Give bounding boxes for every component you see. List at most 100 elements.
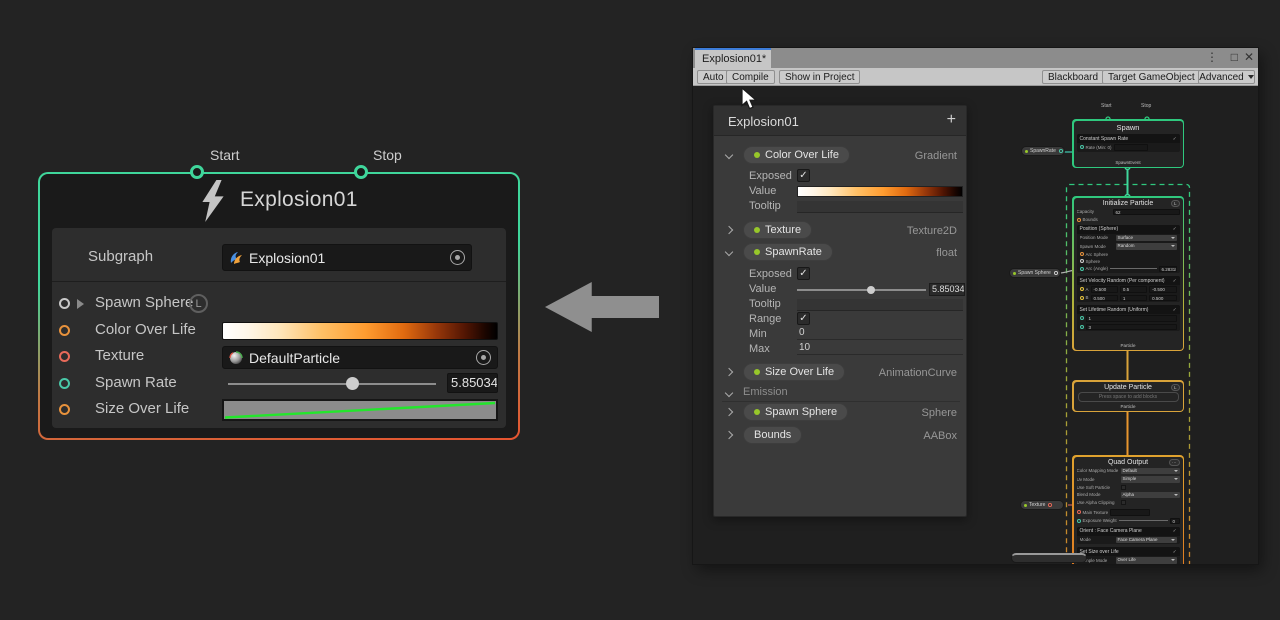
stop-flow-port[interactable]: [354, 165, 368, 179]
update-particle-node[interactable]: Update Particle L Press space to add blo…: [1072, 380, 1184, 412]
output-settings-icon[interactable]: ⋯: [1169, 458, 1180, 466]
pill-output-port[interactable]: [1053, 271, 1058, 275]
color-over-life-port[interactable]: [59, 325, 70, 336]
lifetime-a-port[interactable]: [1079, 316, 1084, 321]
set-velocity-random-block[interactable]: Set Velocity Random (Per component) ✓ A -…: [1076, 276, 1180, 302]
vel-b-x[interactable]: 0.500: [1090, 294, 1118, 301]
check-icon[interactable]: ✓: [1172, 528, 1177, 533]
spawn-context-node[interactable]: Spawn Constant Spawn Rate ✓ Rate (Min: 0)…: [1072, 119, 1184, 168]
size-over-life-port[interactable]: [59, 404, 70, 415]
gradient-field[interactable]: [222, 322, 498, 340]
arc-value-field[interactable]: 6.28318: [1158, 265, 1177, 272]
chevron-right-icon[interactable]: [724, 225, 734, 235]
soft-particle-checkbox[interactable]: [1120, 484, 1126, 490]
tab-explosion01[interactable]: Explosion01*: [695, 48, 771, 68]
auto-button[interactable]: Auto: [697, 70, 730, 84]
chevron-right-icon[interactable]: [724, 367, 734, 377]
particle-output[interactable]: Particle: [1120, 403, 1136, 409]
chevron-down-icon[interactable]: [724, 388, 734, 398]
target-gameobject-button[interactable]: Target GameObject: [1102, 70, 1201, 84]
quad-output-node[interactable]: Quad Output ⋯ Color Mapping Mode Default …: [1072, 455, 1184, 564]
arc-slider-track[interactable]: [1110, 268, 1157, 270]
vel-b-y[interactable]: 1: [1119, 294, 1148, 301]
window-menu-icon[interactable]: ⋮: [1206, 50, 1218, 64]
vel-a-y[interactable]: 0.5: [1119, 286, 1148, 293]
show-in-project-button[interactable]: Show in Project: [779, 70, 861, 84]
check-icon[interactable]: ✓: [1172, 548, 1177, 554]
chevron-down-icon[interactable]: [724, 150, 734, 160]
window-maximize-icon[interactable]: □: [1230, 50, 1238, 64]
expander-triangle-icon[interactable]: [77, 299, 84, 309]
cut-off-parameter-node[interactable]: [1011, 553, 1087, 563]
chevron-down-icon[interactable]: [724, 247, 734, 257]
gradient-value-field[interactable]: [797, 186, 963, 197]
add-parameter-button[interactable]: +: [946, 111, 956, 128]
initialize-particle-node[interactable]: Initialize Particle L Capacity 62 Bounds…: [1072, 196, 1184, 351]
local-space-badge[interactable]: L: [189, 294, 208, 313]
check-icon[interactable]: ✓: [1172, 306, 1177, 312]
start-flow-port[interactable]: [190, 165, 204, 179]
spawn-sphere-port[interactable]: [59, 298, 70, 309]
advanced-dropdown-button[interactable]: Advanced: [1198, 70, 1255, 84]
texture-parameter-node[interactable]: Texture: [1020, 500, 1064, 510]
param-pill-spawnrate[interactable]: SpawnRate: [743, 243, 833, 261]
spawn-mode-dropdown[interactable]: Random: [1115, 243, 1177, 250]
check-icon[interactable]: ✓: [1172, 135, 1177, 141]
set-lifetime-random-block[interactable]: Set Lifetime Random (Uniform) ✓ 1 3: [1076, 305, 1180, 331]
texture-port[interactable]: [59, 351, 70, 362]
window-close-icon[interactable]: ✕: [1243, 50, 1254, 64]
chevron-right-icon[interactable]: [724, 407, 734, 417]
particle-output[interactable]: Particle: [1120, 342, 1136, 348]
chevron-right-icon[interactable]: [724, 430, 734, 440]
pill-output-port[interactable]: [1048, 503, 1053, 507]
exposure-weight-port[interactable]: [1076, 518, 1081, 523]
check-icon[interactable]: ✓: [1172, 277, 1177, 283]
constant-spawn-rate-block[interactable]: Constant Spawn Rate ✓ Rate (Min: 0): [1076, 134, 1180, 152]
space-badge[interactable]: L: [1170, 199, 1180, 207]
range-checkbox[interactable]: [797, 312, 810, 325]
vel-a-z[interactable]: -0.500: [1149, 286, 1177, 293]
value-number-field[interactable]: 5.85034: [929, 283, 965, 296]
orient-block[interactable]: Orient : Face Camera Plane ✓ Mode Face Cam…: [1076, 526, 1180, 544]
space-badge[interactable]: L: [1170, 383, 1180, 391]
velocity-b-port[interactable]: [1079, 295, 1084, 300]
main-texture-port[interactable]: [1076, 510, 1081, 515]
category-emission[interactable]: Emission: [743, 386, 788, 398]
lifetime-b-port[interactable]: [1079, 324, 1084, 329]
rate-field[interactable]: [1113, 144, 1148, 151]
min-field[interactable]: 0: [797, 327, 963, 340]
param-pill-color-over-life[interactable]: Color Over Life: [743, 146, 850, 164]
blackboard-header[interactable]: Explosion01 +: [714, 106, 966, 136]
graph-canvas[interactable]: Start Stop Spawn Constant Spawn Rate ✓ Ra…: [693, 86, 1258, 564]
bounds-port[interactable]: [1076, 217, 1081, 222]
pill-output-port[interactable]: [1058, 149, 1063, 153]
add-blocks-placeholder[interactable]: Press space to add blocks: [1077, 391, 1179, 402]
spawn-sphere-parameter-node[interactable]: Spawn Sphere: [1009, 268, 1061, 278]
spawn-event-output[interactable]: SpawnEvent: [1115, 159, 1141, 165]
value-slider-track[interactable]: [797, 289, 926, 291]
vel-b-z[interactable]: 0.500: [1149, 294, 1177, 301]
max-field[interactable]: 10: [797, 342, 963, 355]
main-texture-field[interactable]: [1110, 509, 1151, 516]
sample-mode-dropdown[interactable]: Over Life: [1115, 557, 1177, 564]
param-pill-spawn-sphere[interactable]: Spawn Sphere: [743, 403, 849, 421]
blend-mode-dropdown[interactable]: Alpha: [1120, 491, 1180, 498]
texture-object-field[interactable]: DefaultParticle: [222, 346, 498, 369]
position-mode-dropdown[interactable]: Surface: [1115, 234, 1177, 241]
param-pill-size-over-life[interactable]: Size Over Life: [743, 363, 846, 381]
exposure-slider-track[interactable]: [1118, 520, 1168, 522]
velocity-a-port[interactable]: [1079, 287, 1084, 292]
spawn-rate-value-field[interactable]: 5.85034: [447, 373, 498, 393]
uv-mode-dropdown[interactable]: Simple: [1120, 476, 1180, 483]
rate-port[interactable]: [1079, 145, 1084, 150]
color-mapping-dropdown[interactable]: Default: [1120, 467, 1180, 474]
param-pill-bounds[interactable]: Bounds: [743, 426, 803, 444]
object-picker-icon[interactable]: [450, 250, 465, 265]
blackboard-button[interactable]: Blackboard: [1042, 70, 1105, 84]
exposure-value-field[interactable]: 0: [1169, 517, 1180, 524]
tooltip-field[interactable]: [797, 201, 963, 213]
value-slider-handle[interactable]: [867, 286, 875, 294]
tooltip-field[interactable]: [797, 299, 963, 311]
arc-angle-port[interactable]: [1079, 266, 1084, 271]
spawnrate-parameter-node[interactable]: SpawnRate: [1021, 146, 1065, 156]
